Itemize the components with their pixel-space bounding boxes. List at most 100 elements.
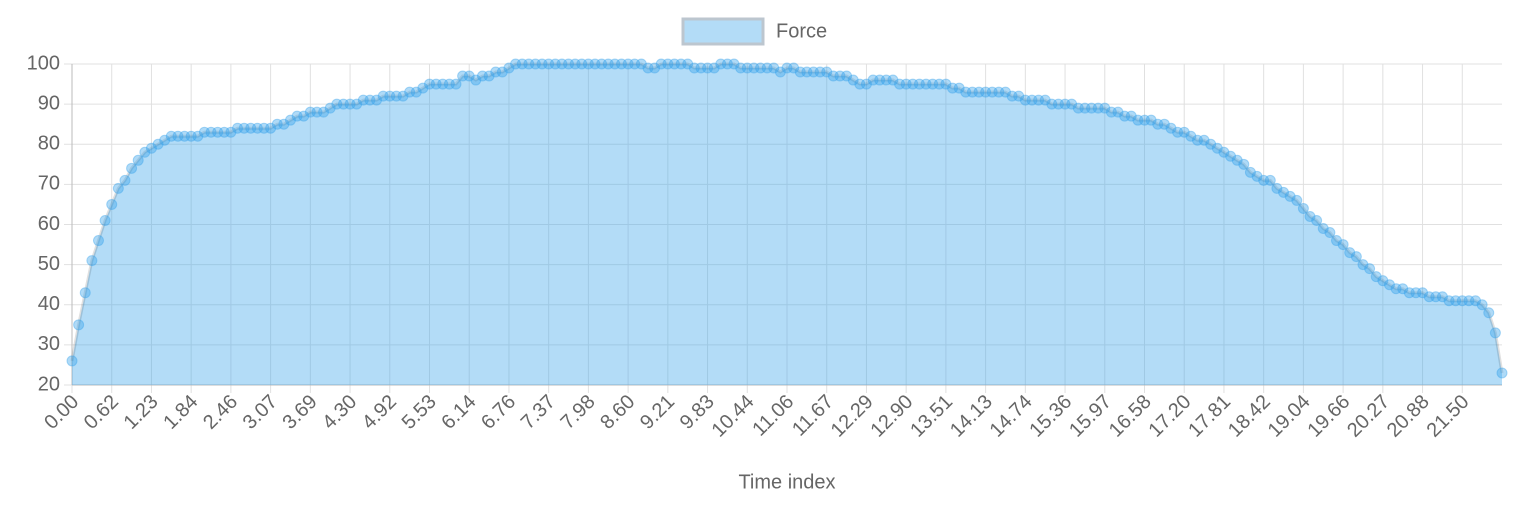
point: [927, 78, 939, 90]
point: [404, 86, 416, 98]
point: [1132, 114, 1144, 126]
point: [1489, 327, 1501, 339]
point: [185, 130, 197, 142]
point: [284, 114, 296, 126]
x-tick-label: 8.60: [596, 391, 639, 434]
point: [1198, 134, 1210, 146]
point: [1033, 94, 1045, 106]
x-tick-label: 12.90: [866, 391, 917, 442]
line: [70, 62, 1504, 374]
y-tick-label: 50: [38, 253, 60, 275]
point: [1291, 194, 1303, 206]
point: [291, 110, 303, 122]
point: [66, 355, 78, 367]
point: [675, 58, 687, 70]
point: [1344, 247, 1356, 259]
point: [1105, 106, 1117, 118]
point: [172, 130, 184, 142]
point: [536, 58, 548, 70]
point: [232, 122, 244, 134]
point: [1026, 94, 1038, 106]
x-tick-label: 2.46: [199, 391, 242, 434]
point: [907, 78, 919, 90]
x-tick-label: 4.92: [358, 391, 401, 434]
point: [894, 78, 906, 90]
point: [1403, 287, 1415, 299]
point: [1324, 227, 1336, 239]
x-tick-label: 11.67: [788, 391, 838, 441]
point: [629, 58, 641, 70]
point: [218, 126, 230, 138]
point: [112, 182, 124, 194]
point: [377, 90, 389, 102]
point: [516, 58, 528, 70]
x-tick-label: 12.29: [827, 391, 878, 442]
point: [1417, 287, 1429, 299]
point: [344, 98, 356, 110]
point: [238, 122, 250, 134]
point: [99, 214, 111, 226]
point: [510, 58, 522, 70]
point: [106, 198, 118, 210]
point: [179, 130, 191, 142]
point: [980, 86, 992, 98]
point: [463, 70, 475, 82]
point: [1099, 102, 1111, 114]
point: [1357, 259, 1369, 271]
x-tick-label: 5.53: [398, 391, 441, 434]
point: [999, 86, 1011, 98]
y-tick-label: 70: [38, 173, 60, 195]
point: [1251, 170, 1263, 182]
point: [1271, 182, 1283, 194]
x-tick-label: 7.98: [557, 391, 600, 434]
area: [72, 64, 1502, 385]
point: [728, 58, 740, 70]
point: [1397, 283, 1409, 295]
point: [503, 62, 515, 74]
point: [152, 138, 164, 150]
x-tick-label: 15.97: [1065, 391, 1116, 442]
point: [860, 78, 872, 90]
x-tick-label: 19.66: [1303, 391, 1354, 442]
x-tick-label: 3.69: [279, 391, 322, 434]
point: [761, 62, 773, 74]
point: [1072, 102, 1084, 114]
point: [807, 66, 819, 78]
point: [1496, 367, 1508, 379]
point: [1112, 106, 1124, 118]
point: [947, 82, 959, 94]
point: [318, 106, 330, 118]
point: [1476, 299, 1488, 311]
point: [953, 82, 965, 94]
legend-label: Force: [776, 20, 827, 42]
point: [1139, 114, 1150, 126]
point: [119, 174, 131, 186]
point: [192, 130, 204, 142]
point: [1470, 295, 1482, 307]
point: [788, 62, 800, 74]
x-tick-label: 13.51: [906, 391, 957, 442]
point: [874, 74, 886, 86]
point: [596, 58, 608, 70]
point: [278, 118, 290, 130]
x-tick-label: 0.00: [40, 391, 83, 434]
x-tick-label: 4.30: [318, 391, 361, 434]
point: [774, 66, 786, 78]
point: [993, 86, 1005, 98]
y-tick-label: 100: [27, 52, 60, 74]
point: [543, 58, 555, 70]
point: [86, 255, 98, 267]
point: [1039, 94, 1051, 106]
point: [1158, 118, 1170, 130]
point: [814, 66, 826, 78]
point: [1092, 102, 1104, 114]
point: [73, 319, 85, 331]
point: [371, 94, 383, 106]
point: [913, 78, 925, 90]
point: [622, 58, 634, 70]
point: [1211, 142, 1223, 154]
x-axis-label: Time index: [738, 471, 835, 493]
x-tick-label: 9.21: [636, 391, 679, 434]
point: [1317, 223, 1329, 235]
